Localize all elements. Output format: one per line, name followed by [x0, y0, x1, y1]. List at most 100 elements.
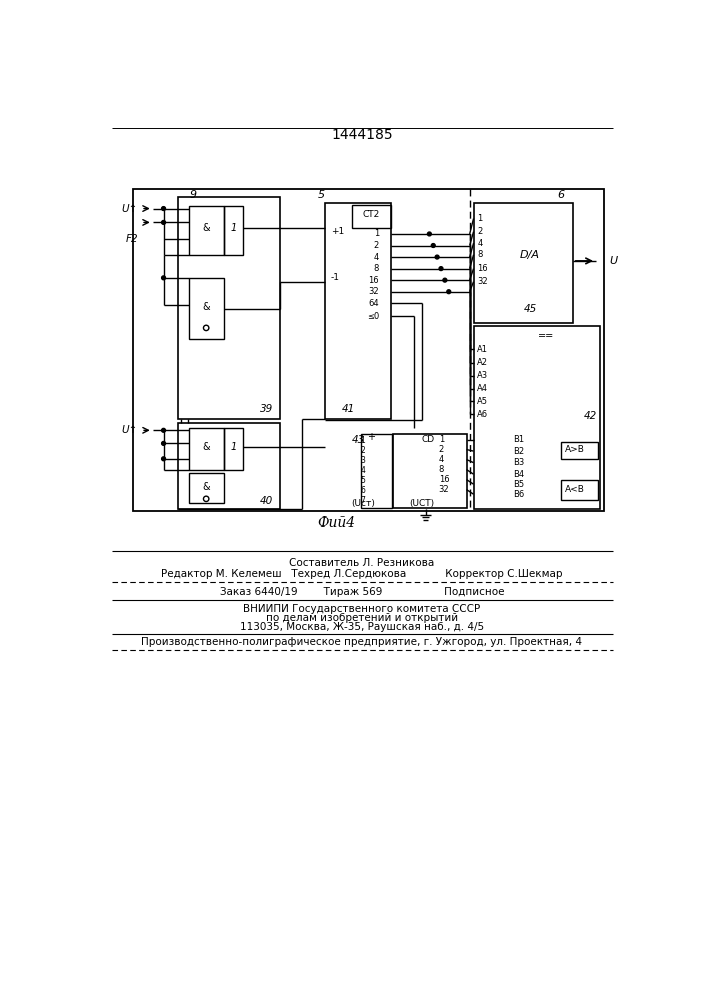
Text: 2: 2: [438, 445, 444, 454]
Circle shape: [204, 325, 209, 331]
Text: 32: 32: [368, 287, 379, 296]
Text: Фиӣ4: Фиӣ4: [317, 516, 356, 530]
Text: 4: 4: [477, 239, 483, 248]
Bar: [177, 423, 280, 509]
Circle shape: [162, 276, 165, 280]
Text: Производственно-полиграфическое предприятие, г. Ужгород, ул. Проектная, 4: Производственно-полиграфическое предприя…: [141, 637, 583, 647]
Text: 8: 8: [477, 250, 483, 259]
Text: U: U: [609, 256, 617, 266]
Text: 1: 1: [438, 435, 444, 444]
Text: &: &: [202, 442, 210, 452]
Text: 1: 1: [230, 442, 236, 452]
Text: A<B: A<B: [565, 485, 585, 494]
Text: 16: 16: [368, 276, 379, 285]
Circle shape: [431, 244, 436, 247]
Text: 6: 6: [558, 190, 565, 200]
Circle shape: [162, 207, 165, 210]
Circle shape: [447, 290, 450, 294]
Text: A6: A6: [477, 410, 489, 419]
Bar: [189, 428, 224, 470]
Text: B4: B4: [513, 470, 524, 479]
Text: 2: 2: [374, 241, 379, 250]
Text: 8: 8: [373, 264, 379, 273]
Text: A3: A3: [477, 371, 489, 380]
Text: &: &: [202, 302, 210, 312]
Circle shape: [439, 267, 443, 271]
Bar: [474, 326, 600, 509]
Text: 6: 6: [360, 486, 365, 495]
Text: U↑: U↑: [122, 425, 138, 435]
Text: 45: 45: [523, 304, 537, 314]
Text: (Uст): (Uст): [351, 499, 375, 508]
Bar: [561, 442, 598, 459]
Text: по делам изобретений и открытий: по делам изобретений и открытий: [266, 613, 458, 623]
Text: ≤0: ≤0: [367, 312, 379, 321]
Text: D/A: D/A: [520, 250, 540, 260]
Text: 9: 9: [189, 190, 197, 200]
Text: (UСТ): (UСТ): [409, 499, 434, 508]
Text: &: &: [202, 223, 210, 233]
Text: 16: 16: [438, 475, 450, 484]
Text: B1: B1: [513, 435, 524, 444]
Text: ==: ==: [537, 331, 554, 341]
Text: 5: 5: [360, 476, 365, 485]
Text: A4: A4: [477, 384, 489, 393]
Text: A>B: A>B: [565, 445, 585, 454]
Text: 2: 2: [477, 227, 483, 236]
Text: 7: 7: [360, 496, 365, 505]
Bar: [224, 206, 243, 255]
Text: 4: 4: [374, 253, 379, 262]
Bar: [352, 205, 391, 228]
Text: 5: 5: [317, 190, 325, 200]
Circle shape: [162, 441, 165, 445]
Circle shape: [162, 220, 165, 224]
Text: 4: 4: [360, 466, 365, 475]
Bar: [325, 203, 391, 419]
Text: A5: A5: [477, 397, 489, 406]
Text: 8: 8: [438, 465, 444, 474]
Bar: [189, 278, 224, 339]
Text: 3: 3: [360, 456, 365, 465]
Text: F2: F2: [125, 234, 138, 244]
Circle shape: [443, 278, 447, 282]
Text: CD: CD: [421, 435, 434, 444]
Text: 39: 39: [260, 404, 273, 414]
Text: 16: 16: [477, 264, 488, 273]
Text: 64: 64: [368, 299, 379, 308]
Text: A2: A2: [477, 358, 489, 367]
Text: Составитель Л. Резникова: Составитель Л. Резникова: [289, 558, 435, 568]
Text: 1: 1: [374, 229, 379, 238]
Text: B3: B3: [513, 458, 525, 467]
Text: &: &: [202, 482, 210, 492]
Bar: [189, 206, 224, 255]
Text: B5: B5: [513, 480, 524, 489]
Text: 1444185: 1444185: [331, 128, 393, 142]
Bar: [134, 189, 604, 511]
Text: Редактор М. Келемеш   Техред Л.Сердюкова            Корректор С.Шекмар: Редактор М. Келемеш Техред Л.Сердюкова К…: [161, 569, 563, 579]
Text: Заказ 6440/19        Тираж 569                   Подписное: Заказ 6440/19 Тираж 569 Подписное: [220, 587, 504, 597]
Text: +: +: [368, 432, 375, 442]
Text: CT2: CT2: [363, 210, 380, 219]
Circle shape: [162, 428, 165, 432]
Text: ВНИИПИ Государственного комитета СССР: ВНИИПИ Государственного комитета СССР: [243, 604, 481, 614]
Text: +1: +1: [331, 227, 344, 236]
Text: U↑: U↑: [122, 204, 138, 214]
Text: 1: 1: [477, 214, 483, 223]
Text: 32: 32: [438, 485, 450, 494]
Circle shape: [162, 457, 165, 461]
Circle shape: [428, 232, 431, 236]
Text: -1: -1: [331, 273, 340, 282]
Text: 1: 1: [230, 223, 236, 233]
Text: 1: 1: [361, 436, 365, 445]
Text: B6: B6: [513, 490, 525, 499]
Text: 32: 32: [477, 277, 488, 286]
Text: 43: 43: [351, 435, 365, 445]
Text: 4: 4: [438, 455, 444, 464]
Bar: [474, 203, 573, 323]
Text: 2: 2: [361, 446, 365, 455]
Bar: [393, 434, 467, 508]
Text: 41: 41: [341, 404, 355, 414]
Circle shape: [204, 496, 209, 502]
Text: 113035, Москва, Ж-35, Раушская наб., д. 4/5: 113035, Москва, Ж-35, Раушская наб., д. …: [240, 622, 484, 632]
Bar: [561, 480, 598, 500]
